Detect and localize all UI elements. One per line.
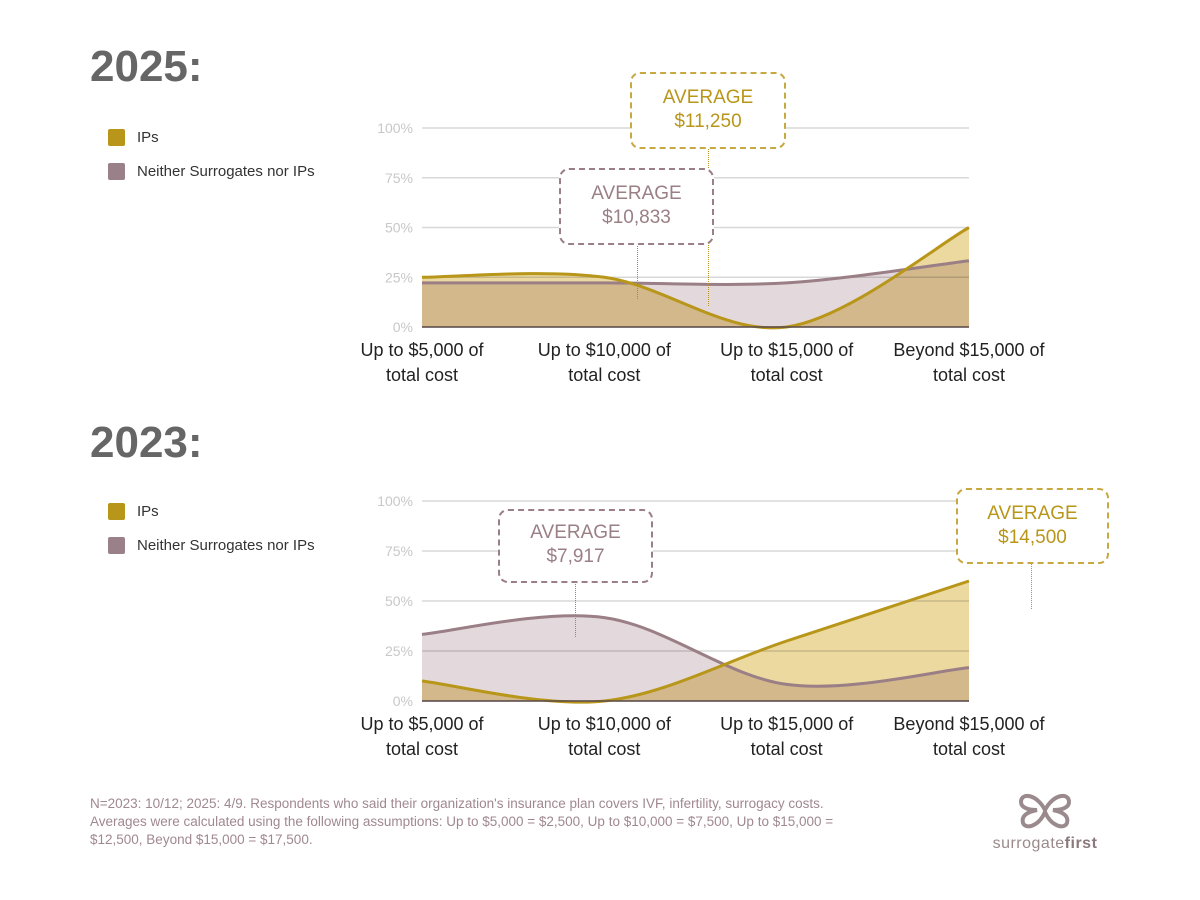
y-tick-label: 100%: [377, 493, 413, 509]
area-ips: [422, 581, 969, 703]
legend-item-neither: Neither Surrogates nor IPs: [108, 154, 315, 188]
x-tick-label: Up to $15,000 of: [720, 340, 854, 360]
x-tick-label: Up to $15,000 of: [720, 714, 854, 734]
legend-item-ips: IPs: [108, 494, 315, 528]
y-tick-label: 25%: [385, 643, 413, 659]
logo-text: surrogatefirst: [985, 835, 1105, 853]
line-neither: [422, 259, 970, 286]
chart-title-2025: 2025:: [90, 42, 203, 91]
x-tick-label: total cost: [568, 365, 640, 385]
x-tick-label: total cost: [751, 365, 823, 385]
y-tick-label: 50%: [385, 593, 413, 609]
legend-swatch-ips: [108, 502, 125, 520]
x-tick-label: Up to $10,000 of: [538, 340, 672, 360]
legend-label: Neither Surrogates nor IPs: [137, 536, 315, 554]
surrogatefirst-logo: surrogatefirst: [985, 790, 1105, 853]
x-tick-label: Beyond $15,000 of: [893, 340, 1045, 360]
average-pointer-ips-2023: [1031, 563, 1032, 609]
legend-label: Neither Surrogates nor IPs: [137, 162, 315, 180]
area-neither: [422, 615, 969, 701]
legend-2023: IPs Neither Surrogates nor IPs: [108, 494, 315, 562]
x-tick-label: total cost: [751, 739, 823, 759]
y-tick-label: 25%: [385, 269, 413, 285]
average-pointer-neither-2025: [637, 244, 638, 299]
average-callout-ips-2025: AVERAGE $11,250: [630, 72, 786, 149]
callout-value: $7,917: [546, 546, 605, 567]
x-tick-label: total cost: [933, 739, 1005, 759]
x-tick-label: Up to $10,000 of: [538, 714, 672, 734]
footnote-line: N=2023: 10/12; 2025: 4/9. Respondents wh…: [90, 796, 824, 811]
legend-item-ips: IPs: [108, 120, 315, 154]
x-tick-label: total cost: [933, 365, 1005, 385]
callout-label: AVERAGE: [530, 522, 621, 543]
area-ips: [422, 227, 969, 328]
footnote-line: $12,500, Beyond $15,000 = $17,500.: [90, 832, 313, 847]
x-tick-label: total cost: [386, 739, 458, 759]
y-tick-label: 0%: [393, 319, 413, 335]
y-tick-label: 75%: [385, 543, 413, 559]
logo-text-light: surrogate: [992, 835, 1065, 852]
legend-swatch-ips: [108, 128, 125, 146]
y-tick-label: 75%: [385, 170, 413, 186]
legend-label: IPs: [137, 128, 159, 146]
average-callout-neither-2025: AVERAGE $10,833: [559, 168, 714, 245]
line-ips: [421, 226, 970, 330]
callout-label: AVERAGE: [987, 503, 1078, 524]
x-tick-label: Beyond $15,000 of: [893, 714, 1045, 734]
callout-value: $11,250: [674, 111, 742, 132]
line-ips: [421, 579, 970, 704]
y-tick-label: 0%: [393, 693, 413, 709]
callout-label: AVERAGE: [591, 183, 682, 204]
legend-item-neither: Neither Surrogates nor IPs: [108, 528, 315, 562]
legend-swatch-neither: [108, 536, 125, 554]
legend-swatch-neither: [108, 162, 125, 180]
butterfly-icon: [1018, 793, 1072, 829]
average-callout-ips-2023: AVERAGE $14,500: [956, 488, 1109, 564]
y-tick-label: 100%: [377, 120, 413, 136]
callout-value: $10,833: [602, 207, 671, 228]
legend-2025: IPs Neither Surrogates nor IPs: [108, 120, 315, 188]
x-tick-label: total cost: [386, 365, 458, 385]
chart-title-2023: 2023:: [90, 418, 203, 467]
legend-label: IPs: [137, 502, 159, 520]
x-tick-label: total cost: [568, 739, 640, 759]
line-neither: [421, 614, 970, 688]
footnote: N=2023: 10/12; 2025: 4/9. Respondents wh…: [90, 795, 970, 849]
average-pointer-neither-2023: [575, 582, 576, 637]
average-callout-neither-2023: AVERAGE $7,917: [498, 509, 653, 583]
footnote-line: Averages were calculated using the follo…: [90, 814, 834, 829]
y-tick-label: 50%: [385, 220, 413, 236]
x-tick-label: Up to $5,000 of: [360, 340, 484, 360]
callout-label: AVERAGE: [662, 87, 754, 108]
logo-text-bold: first: [1064, 835, 1098, 852]
x-tick-label: Up to $5,000 of: [360, 714, 484, 734]
callout-value: $14,500: [998, 527, 1067, 548]
